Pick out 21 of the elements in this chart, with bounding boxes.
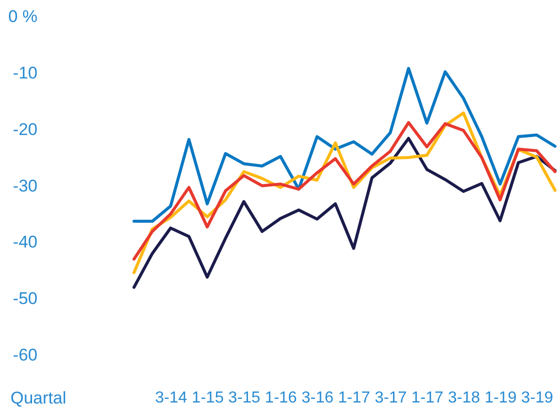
- y-tick-label: -40: [12, 232, 38, 252]
- x-tick-label: 1-17: [411, 390, 444, 406]
- x-tick-label: 3-15: [228, 390, 260, 406]
- x-tick-label: 3-16: [302, 390, 334, 406]
- x-tick-label: 1-15: [192, 390, 224, 406]
- x-tick-label: 3-14: [155, 390, 188, 406]
- x-tick-label: 3-18: [448, 390, 480, 406]
- y-tick-label: -60: [12, 346, 38, 364]
- line-series: [132, 66, 556, 223]
- x-tick-label: 1-19: [484, 390, 517, 406]
- x-axis-title: Quartal: [10, 388, 66, 408]
- y-tick-label: -30: [12, 176, 38, 196]
- y-tick-label: -20: [12, 120, 38, 139]
- y-tick-label: -10: [12, 63, 38, 82]
- x-tick-label: 3-17: [374, 390, 407, 406]
- y-tick-label: -50: [12, 289, 38, 308]
- x-tick-label: 1-16: [264, 390, 298, 406]
- x-tick-label: 1-17: [338, 390, 370, 406]
- x-tick-label: 3-19: [521, 390, 554, 406]
- y-tick-label: 0 %: [8, 7, 38, 26]
- line-series: [132, 136, 556, 289]
